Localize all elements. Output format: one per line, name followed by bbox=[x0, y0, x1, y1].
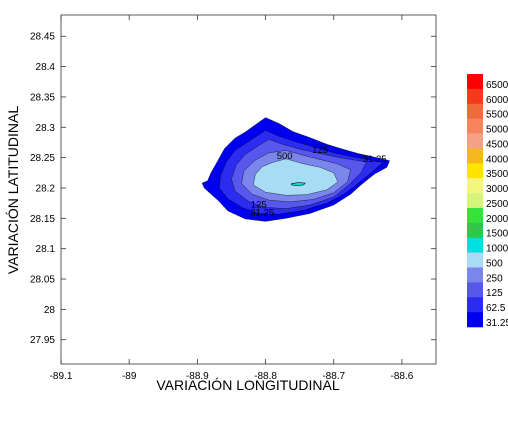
legend-swatch bbox=[467, 237, 483, 253]
x-tick-label: -88.7 bbox=[322, 371, 345, 382]
legend-label: 2500 bbox=[486, 199, 508, 210]
legend-label: 3500 bbox=[486, 169, 508, 180]
legend-swatch bbox=[467, 178, 483, 194]
legend-swatch bbox=[467, 103, 483, 119]
legend-swatch bbox=[467, 207, 483, 224]
contour-label: 31.25 bbox=[250, 207, 274, 218]
legend-swatch bbox=[467, 163, 483, 179]
y-tick-label: 28.4 bbox=[36, 62, 56, 73]
legend-label: 6500 bbox=[486, 80, 508, 91]
legend-label: 2000 bbox=[486, 214, 508, 225]
legend-label: 5000 bbox=[486, 125, 508, 136]
axis-ticks: -89.1 -89 -88.9 -88.8 -88.7 -88.6 28.45 28.4 28.… bbox=[30, 15, 436, 382]
legend-label: 4000 bbox=[486, 154, 508, 165]
x-axis-title: VARIACIÓN LONGITUDINAL bbox=[156, 377, 340, 393]
contour-label: 31.25 bbox=[363, 154, 387, 165]
contour-label: 125 bbox=[312, 145, 328, 156]
y-tick-label: 28.15 bbox=[30, 214, 55, 225]
legend-label: 250 bbox=[486, 273, 503, 284]
legend-label: 3000 bbox=[486, 184, 508, 195]
legend-label: 6000 bbox=[486, 95, 508, 106]
legend-label: 5500 bbox=[486, 110, 508, 121]
legend-swatch bbox=[467, 297, 483, 313]
legend-label: 62.5 bbox=[486, 303, 506, 314]
legend-swatch bbox=[467, 88, 483, 105]
x-tick-label: -88.8 bbox=[254, 371, 277, 382]
contour-layer bbox=[201, 117, 390, 222]
legend-swatch bbox=[467, 193, 483, 209]
y-axis-title: VARIACIÓN LATITUDINAL bbox=[5, 106, 21, 275]
contour-region-500 bbox=[253, 158, 339, 196]
legend-swatch bbox=[467, 252, 483, 268]
y-tick-label: 28 bbox=[44, 305, 56, 316]
x-tick-label: -88.9 bbox=[186, 371, 209, 382]
legend-label: 1500 bbox=[486, 229, 508, 240]
y-tick-label: 28.2 bbox=[36, 183, 56, 194]
y-tick-label: 28.3 bbox=[36, 123, 56, 134]
y-tick-label: 27.95 bbox=[30, 335, 55, 346]
legend-label: 1000 bbox=[486, 244, 508, 255]
legend-swatch bbox=[467, 282, 483, 298]
contour-label: 500 bbox=[277, 151, 293, 162]
contour-label: 125 bbox=[251, 199, 267, 210]
x-tick-label: -88.6 bbox=[391, 371, 414, 382]
legend-swatch bbox=[467, 267, 483, 283]
y-tick-label: 28.1 bbox=[36, 244, 56, 255]
color-legend: 6500 6000 5500 5000 4500 4000 3500 3000 2500 2000… bbox=[467, 74, 508, 329]
x-tick-label: -89 bbox=[122, 371, 137, 382]
y-tick-label: 28.25 bbox=[30, 153, 55, 164]
contour-region-1000 bbox=[291, 182, 306, 186]
legend-label: 4500 bbox=[486, 139, 508, 150]
legend-swatch bbox=[467, 222, 483, 239]
legend-label: 500 bbox=[486, 258, 503, 269]
legend-swatch bbox=[467, 312, 483, 328]
y-tick-label: 28.35 bbox=[30, 92, 55, 103]
legend-swatch bbox=[467, 133, 483, 149]
x-tick-label: -89.1 bbox=[50, 371, 73, 382]
legend-swatch bbox=[467, 118, 483, 134]
y-tick-label: 28.05 bbox=[30, 275, 55, 286]
plot-frame bbox=[60, 14, 437, 365]
legend-swatch bbox=[467, 148, 483, 164]
legend-swatch bbox=[467, 74, 483, 90]
legend-label: 125 bbox=[486, 288, 503, 299]
y-tick-label: 28.45 bbox=[30, 32, 55, 43]
legend-label: 31.25 bbox=[486, 318, 508, 329]
